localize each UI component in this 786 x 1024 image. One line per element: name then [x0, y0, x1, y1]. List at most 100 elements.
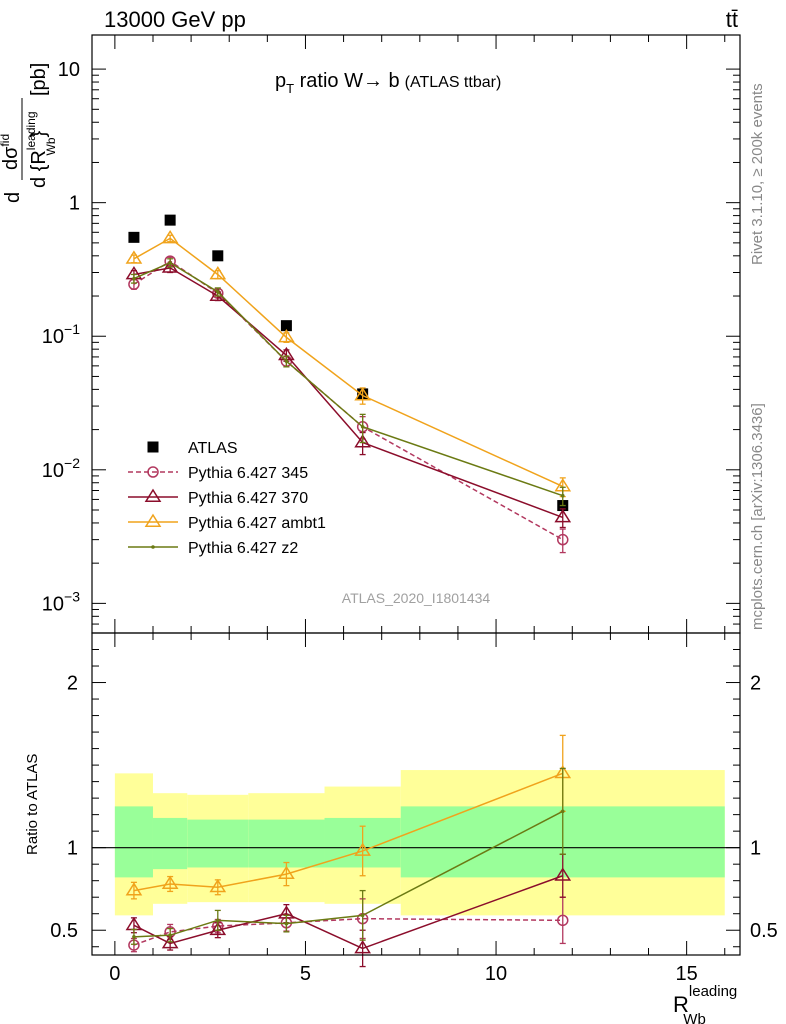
- main-data-point: [125, 250, 143, 264]
- legend-marker: [147, 441, 159, 453]
- ratio-data-point: [354, 842, 371, 856]
- legend-item: ATLAS: [147, 440, 238, 457]
- ratio-axis-ticks: 0.5 0.5 1 1 2 2 0 5 10 15: [50, 633, 778, 985]
- ratio-series: [130, 767, 566, 945]
- ratio-data-point: [209, 878, 227, 893]
- legend: ATLAS Pythia 6.427 345 Pythia 6.427 370 Pyt…: [128, 440, 326, 557]
- ratio-band-inner: [152, 817, 188, 870]
- ratio-band-inner: [114, 806, 153, 878]
- main-series: [128, 255, 569, 554]
- main-y-axis-label: d dσfid d {Rleading Wb} [pb]: [0, 63, 58, 203]
- main-data-point: [209, 266, 227, 280]
- ratio-series-line: [133, 810, 564, 938]
- legend-label: ATLAS: [188, 440, 238, 457]
- ylabel-unit: [pb]: [28, 63, 50, 96]
- tick-label-exponent: −3: [64, 588, 80, 604]
- ratio-data-point: [354, 939, 371, 954]
- ratio-x-axis-label: Rleading Wb: [673, 983, 737, 1024]
- ratio-y-tick-label-right: 0.5: [750, 920, 778, 942]
- tick-label-base: 10: [42, 593, 64, 615]
- main-data-point: [360, 424, 365, 429]
- ratio-data-point: [284, 921, 289, 926]
- ratio-y-tick-label-right: 2: [750, 673, 761, 695]
- header-process-label: tt̄: [726, 7, 738, 32]
- main-data-point: [215, 290, 220, 294]
- ylabel-denominator: d {Rleading Wb}: [24, 111, 58, 188]
- main-y-tick-label: 1: [69, 193, 80, 215]
- main-data-point: [354, 387, 371, 401]
- legend-marker: [144, 488, 162, 502]
- ratio-panel-frame: [91, 632, 741, 956]
- ratio-plot-area: [125, 734, 572, 968]
- ratio-data-point: [161, 935, 179, 949]
- main-data-point: [212, 250, 224, 262]
- main-data-point: [284, 359, 289, 364]
- main-series: [125, 259, 572, 529]
- x-tick-label: 10: [485, 963, 507, 985]
- legend-marker: [144, 513, 162, 527]
- tick-label-base: 10: [42, 460, 64, 482]
- ratio-data-point: [125, 882, 143, 896]
- ratio-data-point: [560, 809, 565, 814]
- main-y-tick-label: 10−2: [42, 455, 80, 482]
- x-tick-label: 15: [676, 963, 698, 985]
- plot-title-rest: ratio W→ b: [294, 70, 400, 92]
- legend-label: Pythia 6.427 370: [188, 490, 308, 507]
- plot-title: pT ratio W→ b (ATLAS ttbar): [275, 70, 501, 96]
- ratio-series: [125, 734, 572, 900]
- main-data-point: [161, 229, 179, 244]
- ratio-y-axis-label: Ratio to ATLAS: [24, 754, 41, 855]
- legend-label: Pythia 6.427 ambt1: [188, 515, 326, 532]
- ratio-data-point: [161, 875, 179, 889]
- legend-item: Pythia 6.427 345: [128, 465, 308, 482]
- main-series-line: [133, 261, 563, 497]
- ratio-panel: 0.5 0.5 1 1 2 2 0 5 10 15 Ratio to ATLAS Rleading…: [24, 632, 778, 1024]
- ratio-band-inner: [187, 819, 249, 868]
- tick-label-exponent: −1: [64, 321, 80, 337]
- ratio-uncertainty-bands: [114, 770, 725, 916]
- ratio-data-point: [209, 921, 227, 936]
- ratio-data-point: [554, 867, 572, 881]
- main-data-point: [164, 214, 176, 226]
- ratio-y-tick-label: 0.5: [50, 920, 78, 942]
- legend-label: Pythia 6.427 345: [188, 465, 308, 482]
- main-y-tick-label: 10−3: [42, 588, 80, 615]
- main-y-tick-label: 10: [58, 59, 80, 81]
- ratio-data-point: [278, 865, 295, 880]
- x-tick-label: 0: [109, 963, 120, 985]
- plot-title-p: p: [275, 70, 286, 92]
- tick-label-base: 10: [42, 326, 64, 348]
- main-data-point: [354, 434, 371, 448]
- legend-marker: [151, 545, 155, 549]
- main-data-point: [560, 493, 565, 498]
- mcplots-credit-label: mcplots.cern.ch [arXiv:1306.3436]: [749, 403, 766, 630]
- ratio-series-line: [133, 772, 564, 892]
- main-data-point: [278, 328, 295, 343]
- main-data-point: [280, 320, 292, 332]
- legend-marker: [147, 466, 159, 478]
- header-energy-label: 13000 GeV pp: [104, 7, 246, 32]
- ratio-data-point: [168, 933, 172, 937]
- main-data-point: [557, 533, 569, 546]
- ratio-data-point: [132, 935, 136, 939]
- main-y-tick-label: 10−1: [42, 321, 80, 348]
- plot-title-small: (ATLAS ttbar): [405, 74, 502, 91]
- main-series: [130, 258, 566, 507]
- main-data-point: [132, 276, 136, 281]
- main-data-point: [168, 260, 172, 265]
- legend-item: Pythia 6.427 ambt1: [128, 513, 326, 532]
- ratio-data-point: [557, 914, 569, 927]
- legend-item: Pythia 6.427 z2: [128, 540, 298, 557]
- ylabel-numerator: dσfid: [0, 134, 22, 170]
- ratio-data-point: [360, 913, 365, 918]
- ratio-data-point: [215, 918, 220, 923]
- legend-label: Pythia 6.427 z2: [188, 540, 298, 557]
- ylabel-d: d: [2, 192, 24, 203]
- analysis-watermark: ATLAS_2020_I1801434: [342, 590, 491, 606]
- x-tick-label: 5: [300, 963, 311, 985]
- main-data-point: [161, 259, 179, 273]
- main-data-point: [554, 509, 572, 523]
